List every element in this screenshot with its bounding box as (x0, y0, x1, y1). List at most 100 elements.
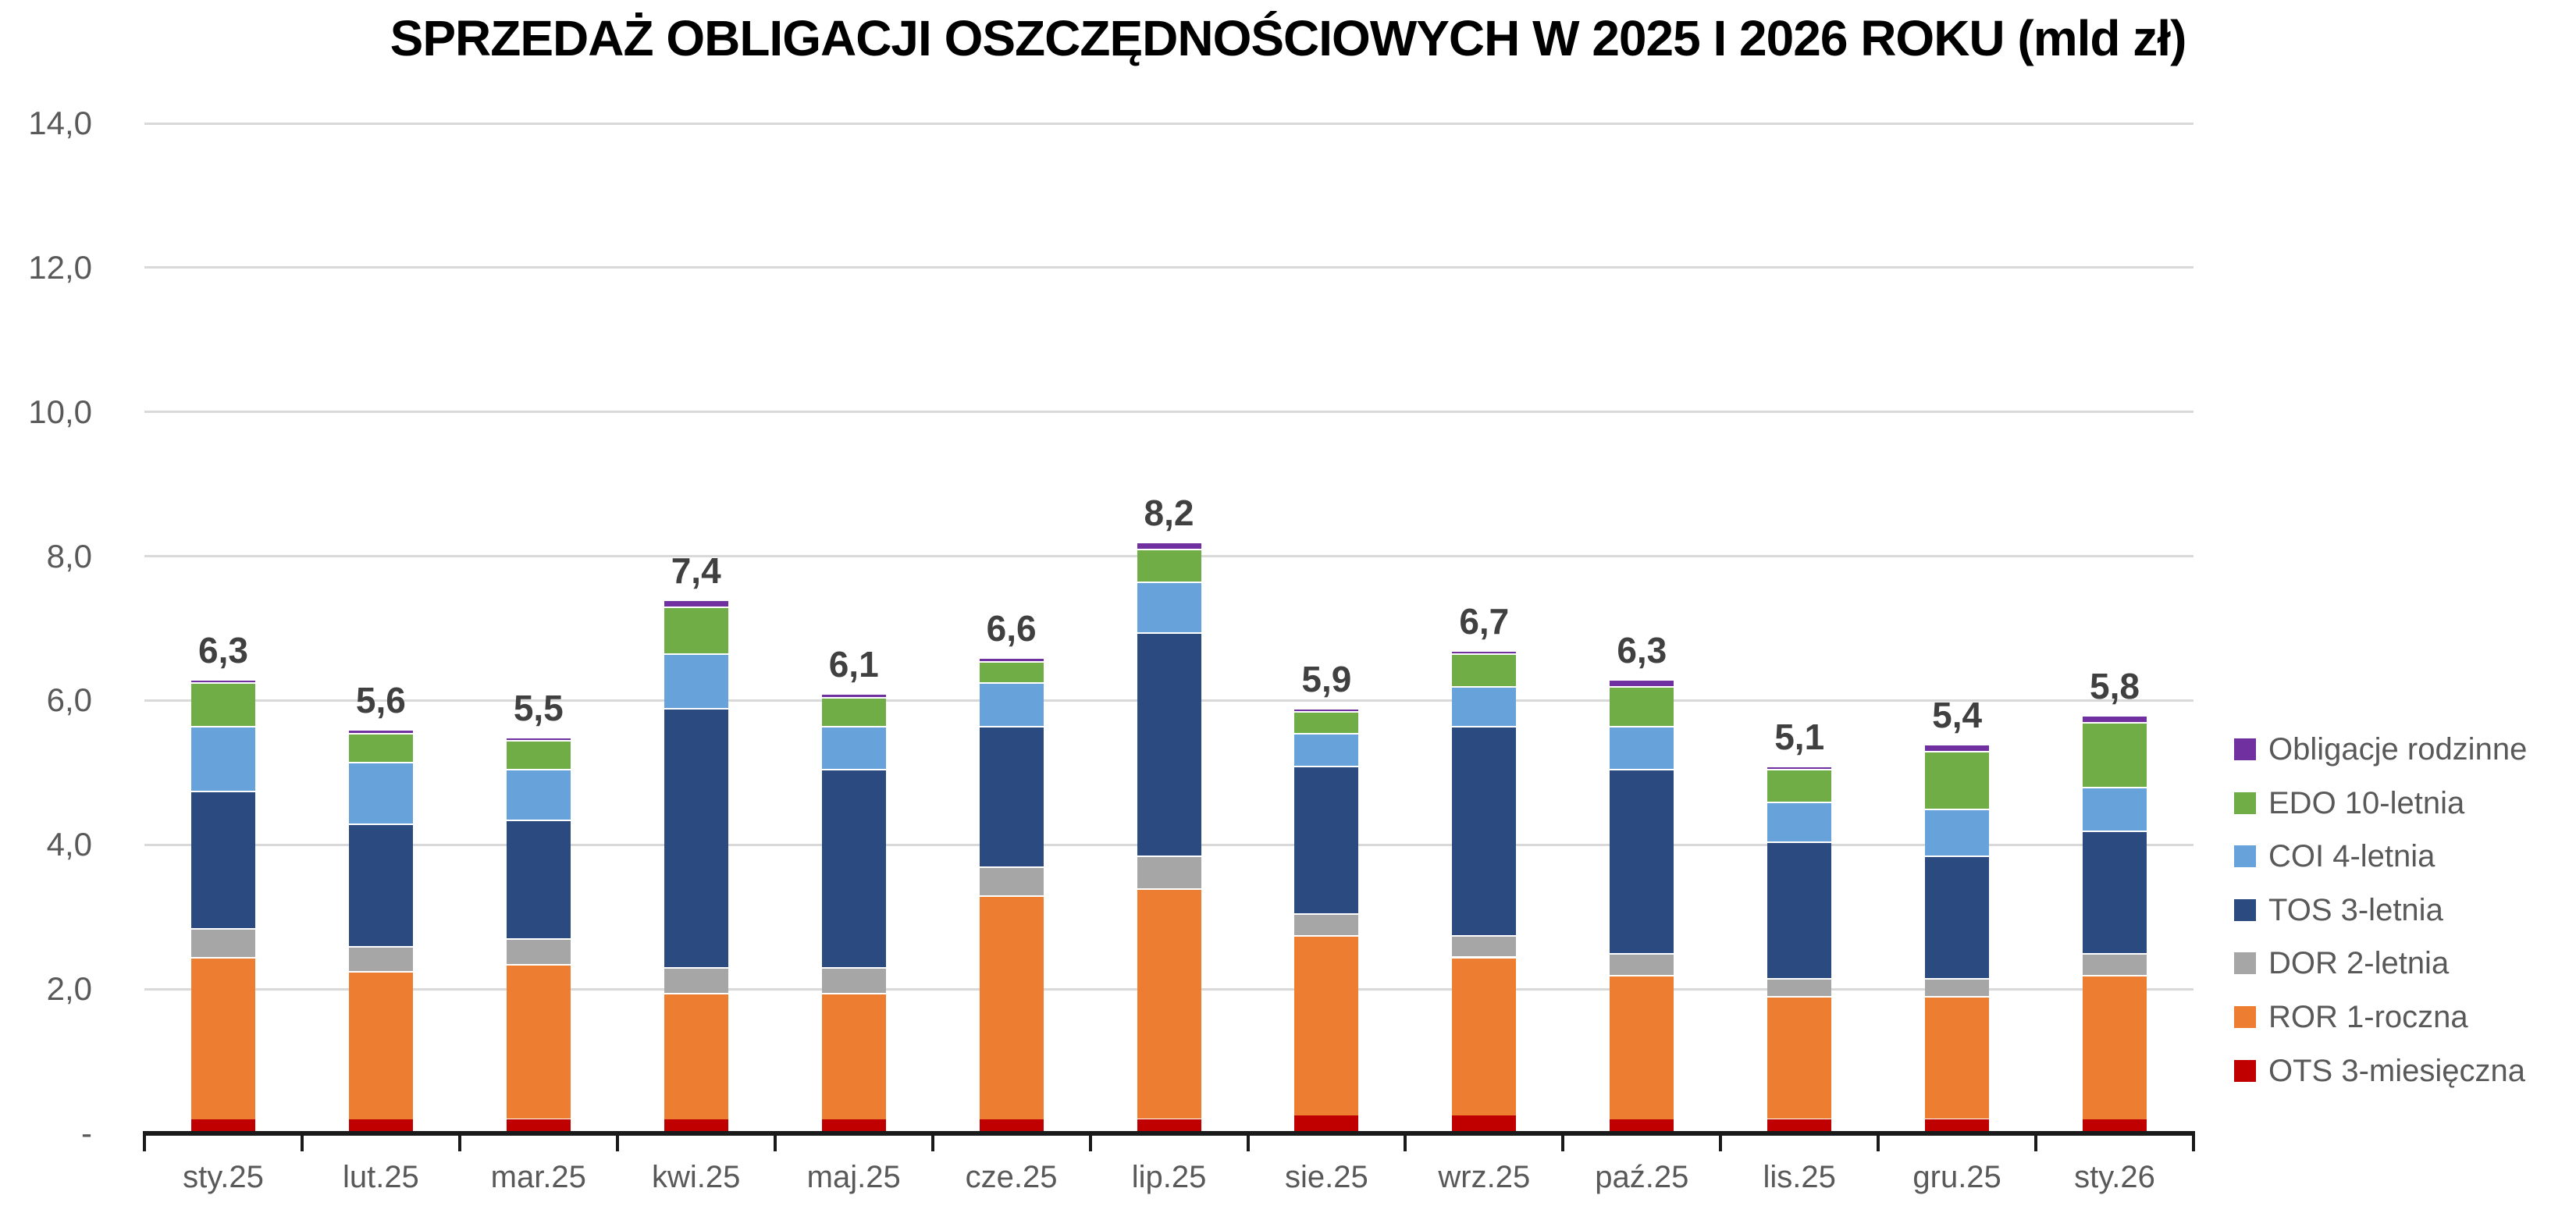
legend-item-label: OTS 3-miesięczna (2268, 1053, 2525, 1088)
gridline (144, 266, 2194, 269)
legend-item-label: TOS 3-letnia (2268, 892, 2443, 927)
bar-segment (664, 606, 728, 654)
x-axis-category-label: wrz.25 (1438, 1160, 1531, 1194)
bar-segment (348, 945, 413, 972)
bar-segment (1925, 996, 1990, 1119)
bar-total-label: 7,4 (671, 550, 721, 591)
bar-segment (348, 823, 413, 946)
bar-segment (664, 1119, 728, 1133)
bar-segment (191, 725, 255, 791)
y-axis-tick-label: 8,0 (46, 537, 92, 574)
bar-segment (348, 762, 413, 823)
y-axis-tick-label: 12,0 (28, 248, 92, 286)
bar-segment (664, 967, 728, 993)
bar-segment (1137, 888, 1201, 1119)
bar-segment (1294, 733, 1359, 766)
bar-segment (348, 733, 413, 762)
bar-segment (2083, 974, 2147, 1119)
bar-segment (1925, 809, 1990, 856)
bar-segment (664, 653, 728, 708)
bar-segment (979, 895, 1044, 1119)
legend-item-label: COI 4-letnia (2268, 839, 2435, 874)
bar-segment (1767, 1119, 1832, 1133)
legend-item: ROR 1-roczna (2234, 998, 2570, 1036)
bar-total-label: 5,1 (1774, 716, 1825, 757)
legend-item: COI 4-letnia (2234, 838, 2570, 875)
bar-segment (506, 938, 571, 964)
bar-segment (821, 693, 886, 697)
legend-color-swatch (2234, 952, 2256, 975)
x-axis-category-label: sie.25 (1285, 1160, 1368, 1194)
bar-segment (821, 992, 886, 1119)
legend-color-swatch (2234, 738, 2256, 760)
bar-total-label: 8,2 (1144, 493, 1194, 534)
bar-segment (979, 660, 1044, 683)
y-axis-tick-label: - (81, 1115, 92, 1151)
x-axis-tick (300, 1131, 304, 1151)
legend-color-swatch (2234, 791, 2256, 814)
bar-segment (2083, 787, 2147, 831)
legend-color-swatch (2234, 898, 2256, 921)
bar-segment (1925, 1119, 1990, 1133)
legend-item-label: Obligacje rodzinne (2268, 732, 2528, 767)
bar-segment (979, 1119, 1044, 1133)
bar-segment (1610, 769, 1674, 953)
bar-segment (664, 599, 728, 607)
x-axis-tick (2034, 1131, 2038, 1151)
bar-segment (1610, 952, 1674, 975)
bar-segment (1767, 769, 1832, 802)
y-axis-tick-label: 10,0 (28, 393, 92, 430)
bar-segment (1294, 913, 1359, 935)
x-axis-category-label: gru.25 (1912, 1160, 2001, 1194)
bar-segment (191, 678, 255, 683)
bar-total-label: 5,5 (513, 687, 564, 728)
bar-segment (664, 992, 728, 1119)
legend-color-swatch (2234, 1059, 2256, 1082)
bar-total-label: 5,9 (1301, 658, 1352, 699)
legend-item: OTS 3-miesięczna (2234, 1052, 2570, 1090)
bar-segment (191, 682, 255, 726)
bar-segment (1452, 956, 1517, 1115)
bar-segment (348, 729, 413, 733)
bar-segment (821, 696, 886, 726)
bar-segment (1767, 765, 1832, 770)
x-axis-category-label: maj.25 (806, 1160, 901, 1194)
bar-segment (979, 682, 1044, 726)
bar-segment (1925, 751, 1990, 809)
x-axis-tick (615, 1131, 619, 1151)
bar-segment (821, 967, 886, 993)
bar-segment (1452, 1115, 1517, 1133)
bar-segment (821, 769, 886, 968)
bar-total-label: 6,7 (1459, 600, 1510, 642)
x-axis-category-label: cze.25 (965, 1160, 1058, 1194)
bar-segment (1137, 581, 1201, 632)
gridline (144, 122, 2194, 125)
bar-segment (1452, 649, 1517, 654)
y-axis-tick-label: 6,0 (46, 681, 92, 719)
x-axis-category-label: paź.25 (1595, 1160, 1689, 1194)
bar-total-label: 5,6 (355, 680, 406, 721)
x-axis-tick (143, 1131, 146, 1151)
bar-segment (1610, 974, 1674, 1119)
x-axis-line (144, 1131, 2194, 1136)
bar-segment (1767, 996, 1832, 1119)
x-axis-category-label: lis.25 (1763, 1160, 1836, 1194)
x-axis-tick (773, 1131, 777, 1151)
bar-segment (979, 657, 1044, 661)
y-axis-tick-label: 4,0 (46, 826, 92, 863)
bar-segment (2083, 952, 2147, 975)
bar-segment (506, 819, 571, 939)
legend-item-label: EDO 10-letnia (2268, 785, 2465, 820)
bar-segment (821, 1119, 886, 1133)
bar-segment (1610, 725, 1674, 770)
bar-segment (1767, 841, 1832, 979)
x-axis-category-label: sty.26 (2074, 1160, 2155, 1194)
bar-segment (1452, 725, 1517, 935)
bar-segment (1294, 711, 1359, 733)
bar-segment (348, 1119, 413, 1133)
bar-total-label: 5,4 (1932, 694, 1983, 735)
y-axis-tick-label: 2,0 (46, 970, 92, 1008)
legend-color-swatch (2234, 1006, 2256, 1028)
bar-segment (979, 866, 1044, 895)
